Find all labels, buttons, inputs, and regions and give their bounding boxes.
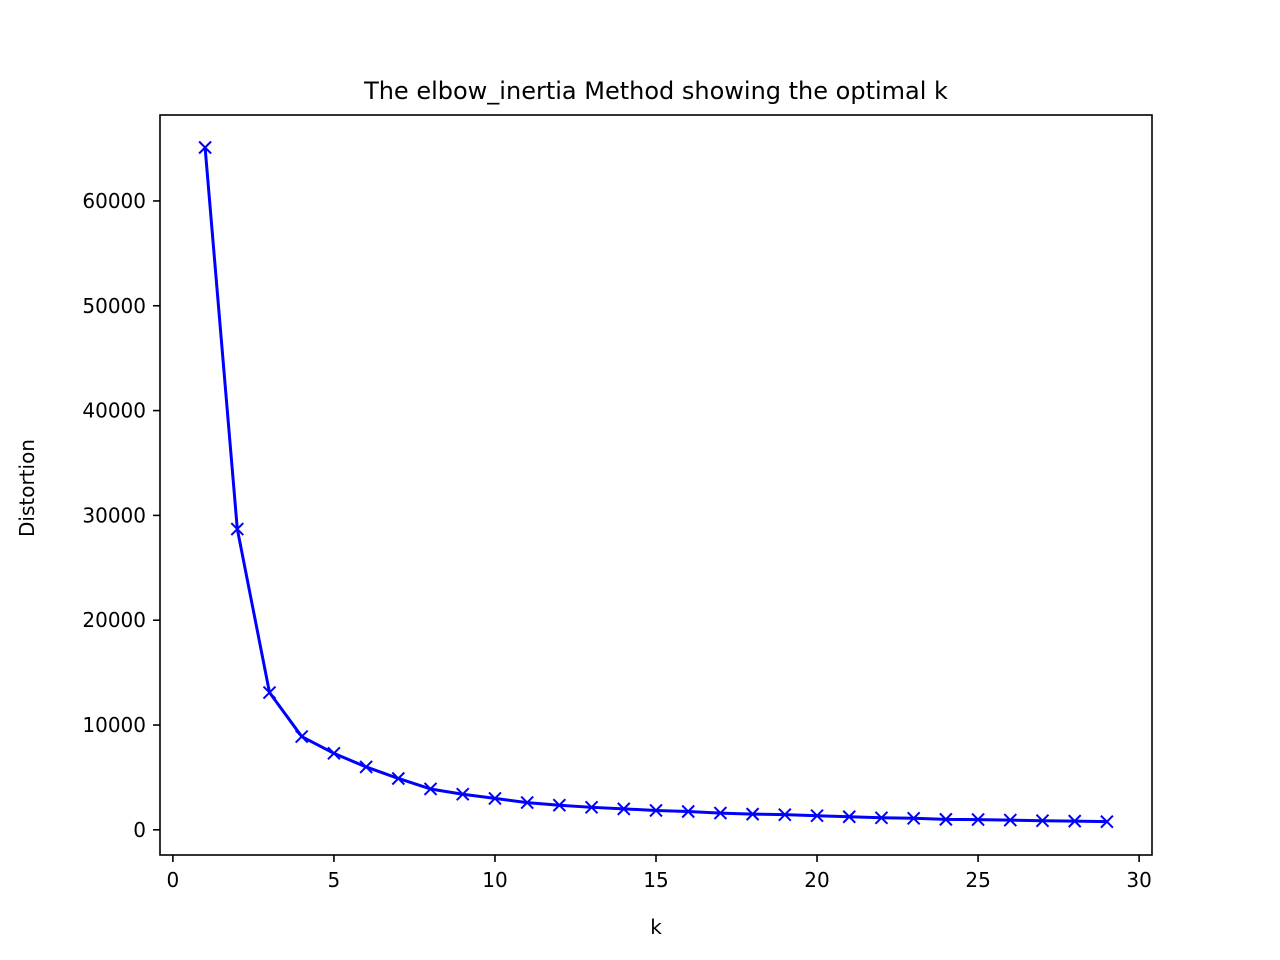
x-tick-label: 15 — [643, 868, 668, 892]
data-point-marker — [778, 807, 792, 822]
data-point-marker — [584, 800, 599, 815]
x-tick-label: 20 — [804, 868, 829, 892]
x-axis-label: k — [650, 915, 662, 939]
y-tick-label: 50000 — [82, 294, 146, 318]
data-point-marker — [1003, 813, 1017, 827]
series-layer — [198, 140, 1114, 829]
data-point-marker — [1035, 814, 1050, 828]
data-point-marker — [295, 729, 309, 744]
data-point-marker — [617, 802, 631, 816]
data-point-marker — [327, 746, 341, 761]
data-point-marker — [939, 812, 953, 827]
data-point-marker — [423, 782, 438, 796]
data-point-marker — [810, 808, 824, 823]
data-point-marker — [230, 522, 245, 536]
data-point-marker — [552, 798, 567, 812]
data-point-marker — [842, 810, 856, 824]
data-point-marker — [649, 803, 663, 818]
data-point-marker — [262, 685, 277, 700]
data-point-marker — [874, 811, 889, 825]
x-tick-label: 30 — [1126, 868, 1151, 892]
y-tick-label: 20000 — [82, 608, 146, 632]
x-tick-label: 25 — [965, 868, 990, 892]
data-point-marker — [456, 787, 470, 801]
data-point-marker — [906, 811, 921, 826]
data-point-marker — [745, 807, 760, 821]
data-point-marker — [713, 806, 728, 820]
y-tick-label: 0 — [133, 818, 146, 842]
axes-frame — [159, 114, 1153, 856]
y-axis-label: Distortion — [15, 439, 39, 537]
y-tick-label: 10000 — [82, 713, 146, 737]
data-point-marker — [971, 812, 985, 827]
data-point-marker — [488, 791, 502, 806]
y-tick-label: 60000 — [82, 189, 146, 213]
x-tick-label: 5 — [328, 868, 341, 892]
data-point-marker — [520, 795, 534, 810]
data-point-marker — [198, 140, 212, 155]
data-point-marker — [681, 804, 695, 819]
data-point-marker — [1100, 814, 1114, 829]
data-point-marker — [1067, 814, 1082, 828]
chart-title: The elbow_inertia Method showing the opt… — [363, 77, 948, 105]
y-tick-label: 30000 — [82, 503, 146, 527]
x-tick-label: 10 — [482, 868, 507, 892]
data-point-marker — [391, 771, 406, 786]
x-axis-ticks: 0 5 10 15 20 25 30 — [167, 855, 1152, 892]
data-point-marker — [359, 760, 373, 774]
y-axis-ticks: 0 10000 20000 30000 40000 50000 60000 — [82, 189, 160, 842]
x-tick-label: 0 — [167, 868, 180, 892]
y-tick-label: 40000 — [82, 399, 146, 423]
